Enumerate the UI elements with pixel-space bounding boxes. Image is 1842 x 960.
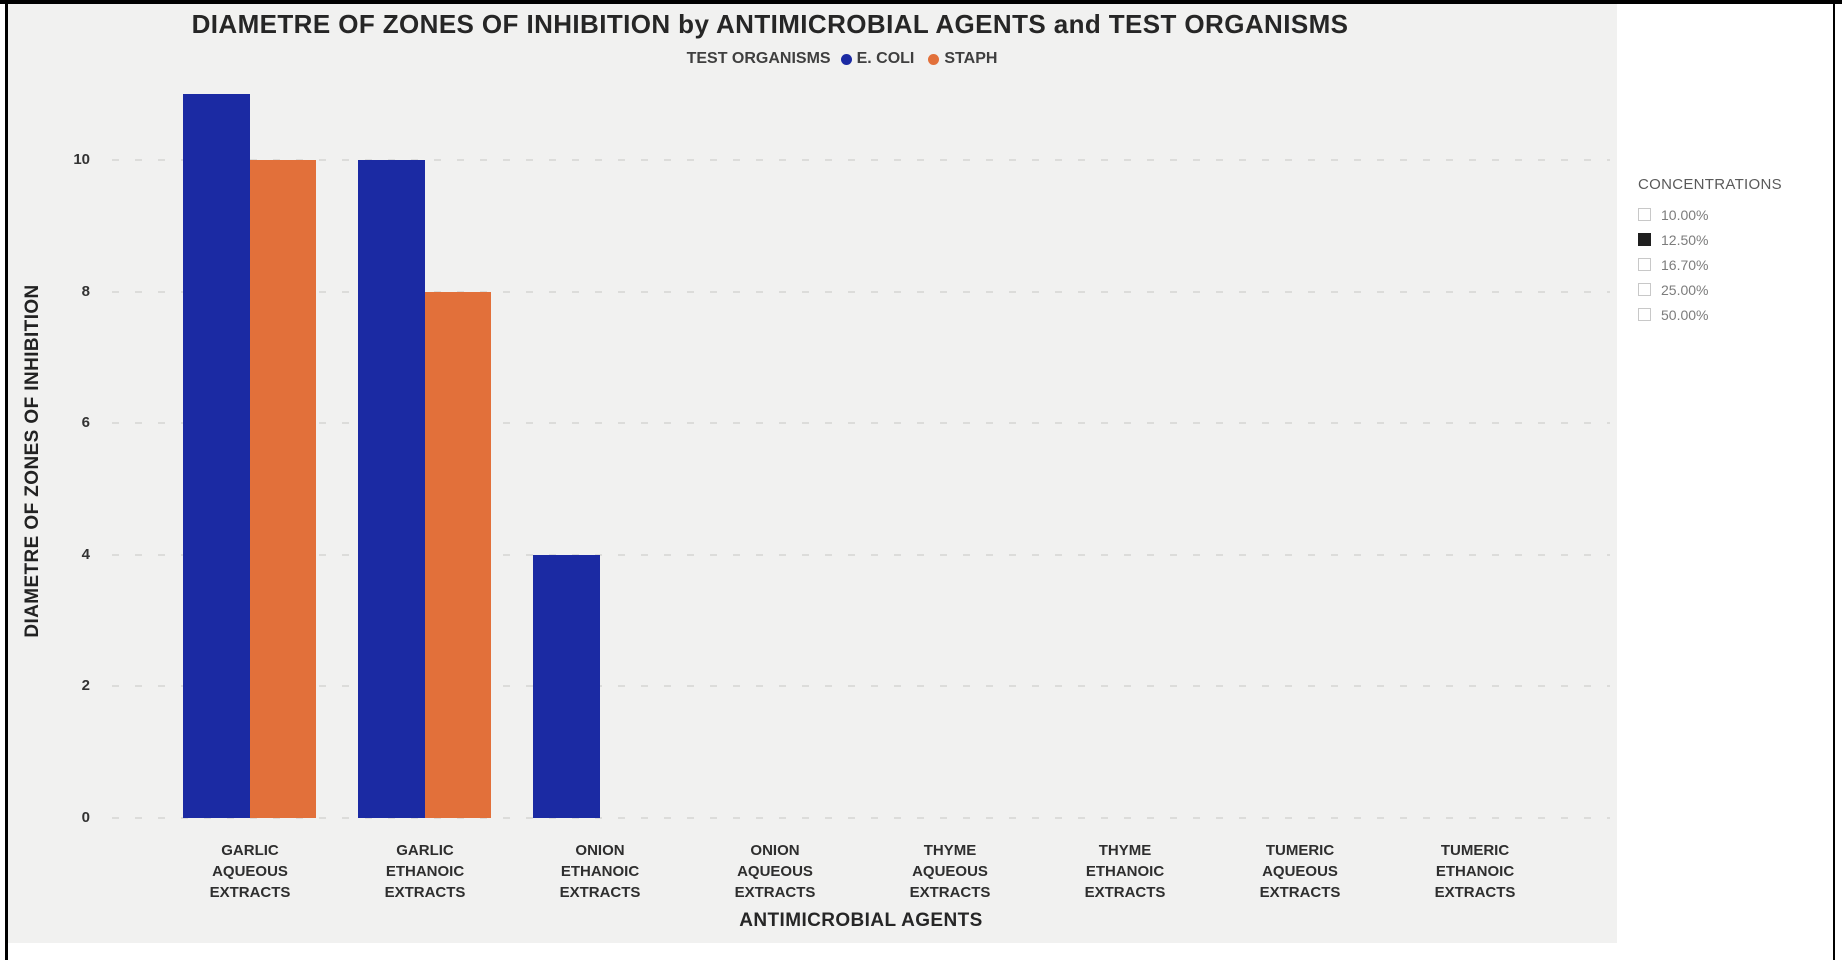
frame-border-left [5, 0, 8, 960]
checkbox-unchecked-icon[interactable] [1638, 308, 1651, 321]
x-category-label: ONION AQUEOUS EXTRACTS [734, 842, 816, 901]
bar-e-coli[interactable] [358, 160, 425, 818]
gridline [112, 422, 1610, 425]
bar-staph[interactable] [425, 292, 491, 818]
y-tick-label: 4 [81, 545, 90, 563]
legend-item[interactable]: E. COLI [840, 50, 915, 68]
checkbox-unchecked-icon[interactable] [1638, 208, 1651, 221]
legend-item[interactable]: STAPH [928, 50, 997, 68]
gridline [112, 290, 1610, 293]
gridline [112, 685, 1610, 688]
frame-border-top [0, 0, 1842, 4]
gridline [112, 159, 1610, 161]
legend-title: TEST ORGANISMS [686, 50, 831, 67]
slicer-option-label: 16.70% [1661, 256, 1709, 273]
bar-staph[interactable] [250, 160, 316, 818]
x-category-label: ONION ETHANOIC EXTRACTS [559, 842, 641, 901]
y-tick-label: 2 [81, 677, 90, 695]
x-category-label: TUMERIC ETHANOIC EXTRACTS [1434, 842, 1516, 901]
x-category-label: GARLIC ETHANOIC EXTRACTS [384, 842, 466, 901]
y-tick-label: 0 [81, 809, 90, 826]
y-tick-label: 8 [81, 282, 90, 300]
slicer-option-label: 12.50% [1661, 231, 1709, 248]
chart-title: DIAMETRE OF ZONES OF INHIBITION by ANTIM… [191, 9, 1349, 39]
legend-item-label: STAPH [944, 50, 998, 67]
x-axis-title: ANTIMICROBIAL AGENTS [739, 910, 983, 931]
slicer-option[interactable]: 50.00% [1638, 302, 1828, 327]
slicer-option-label: 25.00% [1661, 281, 1709, 298]
slicer-title: CONCENTRATIONS [1638, 176, 1782, 193]
legend-swatch-dot [840, 53, 852, 65]
slicer-option[interactable]: 12.50% [1638, 227, 1828, 252]
slicer-option-label: 10.00% [1661, 206, 1709, 223]
slicer-option[interactable]: 10.00% [1638, 202, 1828, 227]
legend: TEST ORGANISMS E. COLI STAPH [0, 50, 1684, 68]
legend-swatch-dot [928, 53, 940, 65]
x-category-label: THYME AQUEOUS EXTRACTS [909, 842, 991, 901]
y-axis-title: DIAMETRE OF ZONES OF INHIBITION [22, 284, 43, 638]
slicer-option[interactable]: 25.00% [1638, 277, 1828, 302]
y-tick-label: 6 [81, 414, 90, 432]
slicer-option-label: 50.00% [1661, 306, 1709, 323]
checkbox-unchecked-icon[interactable] [1638, 258, 1651, 271]
x-category-label: TUMERIC AQUEOUS EXTRACTS [1259, 842, 1341, 901]
y-tick-label: 10 [73, 151, 90, 168]
slicer-option[interactable]: 16.70% [1638, 252, 1828, 277]
frame-border-right [1833, 0, 1835, 960]
concentrations-slicer: CONCENTRATIONS 10.00% 12.50% 16.70% 25.00% 5… [1638, 176, 1828, 327]
x-category-label: GARLIC AQUEOUS EXTRACTS [209, 842, 291, 901]
bar-e-coli[interactable] [533, 555, 600, 818]
legend-item-label: E. COLI [856, 50, 915, 67]
gridline [112, 817, 1610, 819]
gridline [112, 553, 1610, 556]
bar-e-coli[interactable] [183, 94, 250, 818]
x-category-label: THYME ETHANOIC EXTRACTS [1084, 842, 1166, 901]
checkbox-unchecked-icon[interactable] [1638, 283, 1651, 296]
checkbox-checked-icon[interactable] [1638, 233, 1651, 246]
